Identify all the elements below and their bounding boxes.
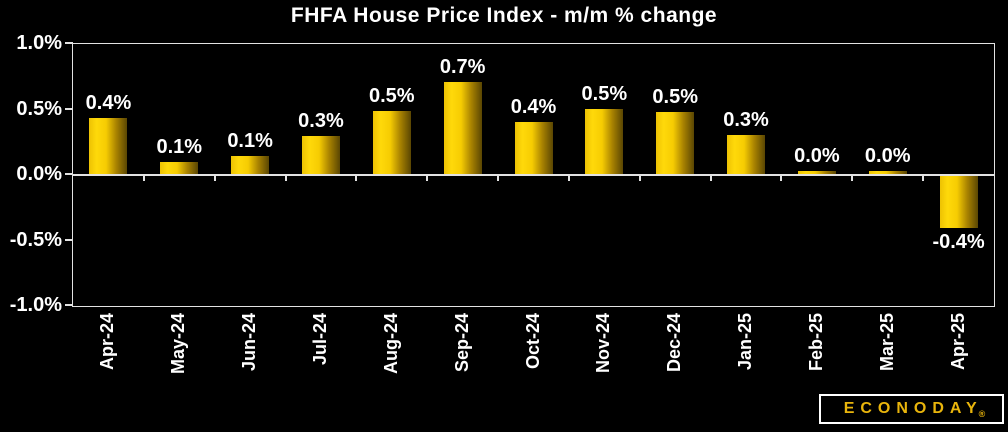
bar-feb-25 (797, 171, 836, 174)
x-axis-tick (284, 174, 287, 181)
x-axis-tick (780, 174, 783, 181)
x-category-label: Jan-25 (735, 313, 756, 371)
x-category-label: May-24 (168, 313, 189, 375)
x-category-label: Jul-24 (309, 313, 330, 366)
y-axis-tick-label: -1.0% (9, 294, 62, 316)
bar-apr-25 (939, 176, 978, 229)
x-axis-tick (213, 174, 216, 181)
bar-value-label: 0.0% (864, 145, 911, 168)
bar-value-label: 0.1% (227, 129, 273, 152)
registered-trademark-icon: ® (978, 409, 986, 419)
y-axis-tick (65, 304, 73, 306)
x-category-label: Nov-24 (593, 313, 614, 374)
x-category-label: Aug-24 (380, 313, 401, 375)
x-category-label: Jun-24 (239, 313, 260, 372)
chart-title: FHFA House Price Index - m/m % change (290, 4, 718, 27)
x-category-label: Sep-24 (451, 313, 472, 373)
x-axis-tick (922, 174, 925, 181)
y-axis-tick (65, 173, 73, 175)
x-axis-tick (142, 174, 145, 181)
y-axis-tick (65, 107, 73, 110)
x-category-label: Mar-25 (876, 313, 897, 372)
x-category-label: Apr-24 (97, 313, 118, 371)
x-category-label: Apr-25 (947, 313, 968, 371)
bar-value-label: 0.3% (723, 108, 769, 131)
x-category-label: Oct-24 (522, 313, 543, 370)
bar-value-label: 0.4% (510, 95, 557, 118)
y-axis-tick (65, 238, 73, 241)
x-axis-tick (426, 174, 429, 181)
bar-dec-24 (656, 112, 695, 174)
bar-value-label: 0.3% (298, 110, 344, 132)
econoday-logo: ECONODAY ® (819, 394, 1004, 424)
y-axis-tick-label: 0.0% (16, 163, 62, 185)
x-axis-tick (355, 174, 358, 181)
bar-value-label: 0.4% (85, 91, 132, 114)
x-axis-tick (709, 174, 712, 181)
y-axis-tick-label: 0.5% (16, 97, 62, 120)
bar-value-label: 0.0% (794, 145, 840, 168)
x-category-label: Dec-24 (664, 313, 685, 373)
bar-sep-24 (443, 82, 482, 174)
bar-value-label: 0.7% (439, 56, 486, 79)
bar-oct-24 (514, 121, 553, 174)
bar-jan-25 (727, 134, 766, 174)
x-axis-tick (851, 174, 854, 181)
x-category-label: Feb-25 (805, 313, 826, 372)
bar-nov-24 (585, 108, 624, 174)
y-axis-tick (65, 42, 73, 44)
x-axis-tick (497, 174, 500, 181)
econoday-logo-text: ECONODAY (843, 400, 983, 417)
bar-may-24 (160, 162, 199, 174)
y-axis-tick-label: 1.0% (16, 32, 62, 54)
x-axis-tick (638, 174, 641, 181)
y-axis-tick-label: -0.5% (9, 228, 62, 251)
x-axis-tick (567, 174, 570, 181)
bar-value-label: 0.5% (581, 82, 628, 105)
bar-mar-25 (868, 171, 907, 174)
bar-value-label: 0.1% (156, 136, 203, 159)
plot-area: 0.4% 0.1% 0.1% 0.3% 0.5% 0.7% 0.4% 0.5% 0.5% 0.3%… (72, 43, 995, 307)
bar-jun-24 (231, 155, 270, 174)
bar-value-label: 0.5% (652, 86, 698, 109)
bar-value-label: 0.5% (369, 85, 415, 108)
bar-aug-24 (372, 111, 411, 174)
bar-value-label: -0.4% (932, 231, 985, 254)
bar-jul-24 (301, 136, 340, 174)
bar-apr-24 (89, 117, 128, 174)
zero-axis-line (73, 174, 994, 176)
